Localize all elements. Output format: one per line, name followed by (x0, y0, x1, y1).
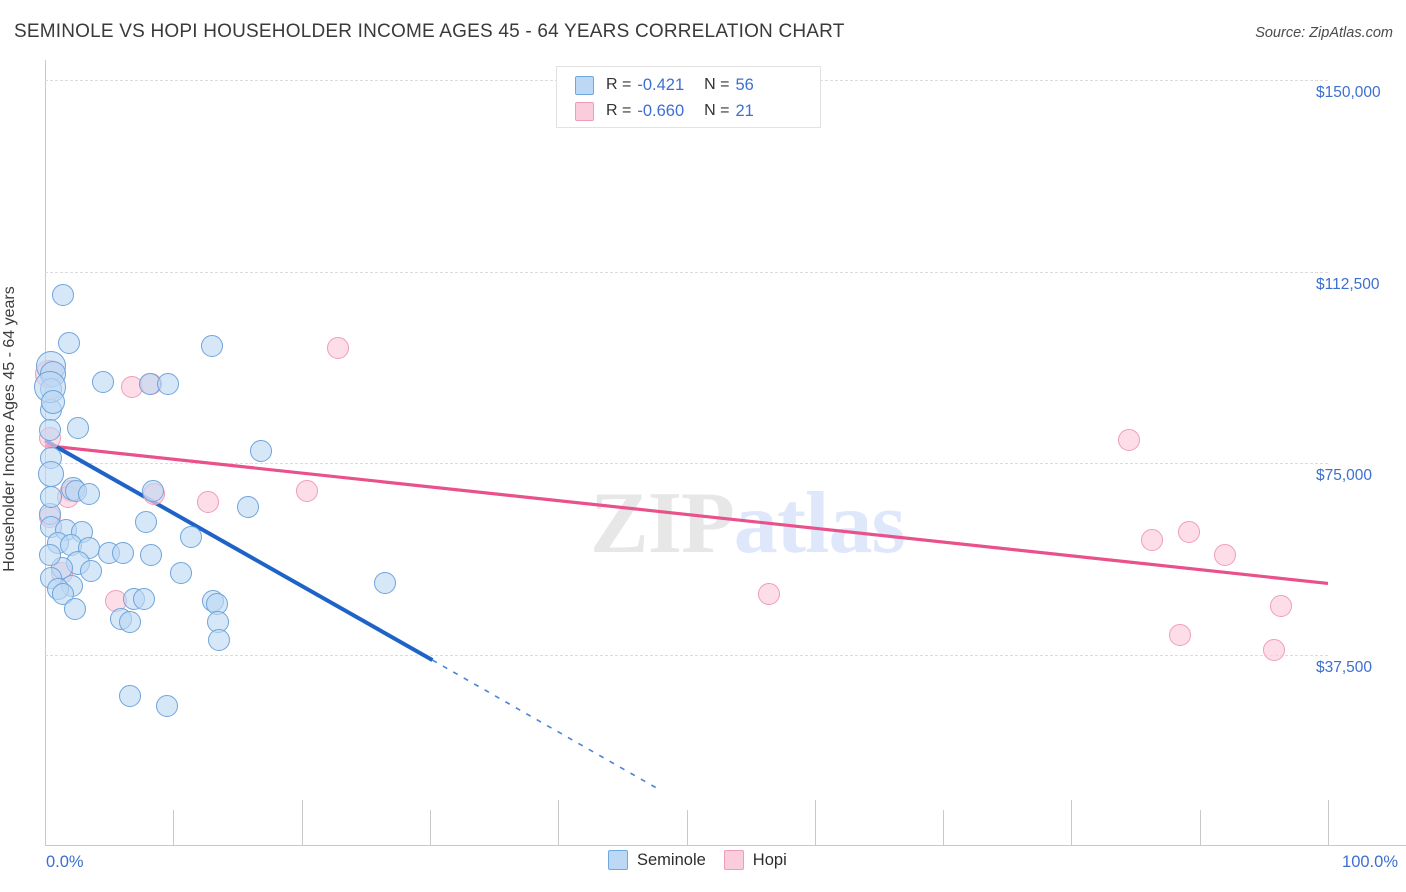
data-point-hopi[interactable] (1178, 521, 1201, 544)
data-point-hopi[interactable] (1118, 429, 1141, 452)
data-point-seminole[interactable] (155, 695, 178, 718)
data-point-hopi[interactable] (1269, 595, 1292, 618)
x-axis-line (45, 845, 1406, 846)
stats-n-label-seminole: N = (704, 76, 730, 93)
x-axis-tick (814, 800, 816, 845)
legend-swatch-hopi-icon (575, 101, 594, 121)
series-legend-item-hopi[interactable]: Hopi (723, 850, 787, 870)
data-point-seminole[interactable] (91, 370, 114, 393)
x-axis-tick (1199, 810, 1201, 845)
data-point-seminole[interactable] (140, 544, 163, 567)
data-point-seminole[interactable] (208, 628, 231, 651)
data-point-hopi[interactable] (1169, 623, 1192, 646)
stats-r-value-seminole: -0.421 (637, 75, 685, 94)
series-legend: Seminole Hopi (608, 850, 787, 870)
series-legend-label-hopi: Hopi (752, 850, 787, 869)
x-axis-tick (45, 800, 46, 845)
series-legend-item-seminole[interactable]: Seminole (608, 850, 706, 870)
data-point-hopi[interactable] (757, 582, 780, 605)
data-point-seminole[interactable] (77, 483, 100, 505)
series-legend-label-seminole: Seminole (637, 850, 706, 869)
data-point-seminole[interactable] (67, 416, 90, 439)
data-point-seminole[interactable] (249, 439, 272, 462)
x-axis-tick (686, 810, 688, 845)
page-title: SEMINOLE VS HOPI HOUSEHOLDER INCOME AGES… (14, 21, 845, 42)
data-point-seminole[interactable] (200, 334, 223, 357)
stats-n-value-seminole: 56 (735, 75, 754, 94)
data-point-hopi[interactable] (196, 490, 219, 513)
watermark: ZIPatlas (590, 473, 906, 574)
trend-line-hopi (44, 443, 1329, 586)
stats-r-label-hopi: R = (606, 102, 632, 119)
gridline (45, 271, 1328, 273)
series-swatch-hopi-icon (723, 850, 744, 870)
x-axis-tick (429, 810, 431, 845)
data-point-seminole[interactable] (63, 598, 86, 620)
y-axis-tick-label: $37,500 (1316, 659, 1373, 676)
data-point-seminole[interactable] (40, 485, 63, 508)
x-axis-min-label: 0.0% (46, 853, 84, 871)
data-point-seminole[interactable] (112, 541, 135, 564)
x-axis-max-label: 100.0% (1342, 853, 1398, 871)
data-point-seminole[interactable] (38, 460, 65, 487)
data-point-seminole[interactable] (132, 587, 155, 610)
x-axis-tick (301, 800, 303, 845)
data-point-seminole[interactable] (39, 544, 62, 567)
trend-lines (44, 438, 1329, 792)
stats-legend-box: R = -0.421 N = 56 R = -0.660 N = 21 (556, 66, 821, 128)
data-point-hopi[interactable] (1141, 529, 1164, 551)
stats-r-value-hopi: -0.660 (637, 101, 685, 120)
data-point-seminole[interactable] (236, 495, 259, 518)
source-label: Source: ZipAtlas.com (1255, 25, 1393, 41)
data-point-seminole[interactable] (118, 684, 141, 707)
stats-row-seminole: R = -0.421 N = 56 (557, 72, 820, 98)
y-axis-tick-label: $150,000 (1316, 84, 1381, 101)
data-point-seminole[interactable] (58, 332, 81, 355)
x-axis-tick (943, 810, 945, 845)
data-point-seminole[interactable] (51, 283, 74, 306)
stats-row-hopi: R = -0.660 N = 21 (557, 98, 820, 124)
data-point-hopi[interactable] (295, 480, 318, 503)
data-point-seminole[interactable] (135, 511, 158, 534)
legend-swatch-seminole-icon (575, 75, 594, 95)
plot-area: ZIPatlas (34, 60, 1329, 845)
stats-r-label-seminole: R = (606, 76, 632, 93)
data-point-hopi[interactable] (1214, 544, 1237, 567)
trend-line-seminole-extension (432, 659, 662, 792)
watermark-zip: ZIP (590, 475, 735, 572)
data-point-hopi[interactable] (326, 337, 349, 360)
x-axis-tick (1328, 800, 1329, 845)
data-point-hopi[interactable] (1263, 638, 1286, 661)
y-axis-tick-label: $112,500 (1316, 275, 1380, 293)
gridline (45, 655, 1328, 656)
data-point-seminole[interactable] (141, 480, 164, 503)
data-point-seminole[interactable] (157, 373, 180, 396)
series-swatch-seminole-icon (608, 850, 628, 870)
data-point-seminole[interactable] (80, 559, 103, 582)
data-point-seminole[interactable] (40, 390, 65, 414)
watermark-atlas: atlas (733, 475, 906, 572)
stats-n-value-hopi: 21 (735, 101, 754, 120)
data-point-seminole[interactable] (118, 610, 141, 633)
x-axis-tick (173, 810, 175, 845)
gridline (45, 463, 1328, 465)
data-point-seminole[interactable] (180, 526, 203, 549)
data-point-seminole[interactable] (169, 562, 192, 585)
data-point-seminole[interactable] (373, 572, 396, 595)
y-axis-title: Householder Income Ages 45 - 64 years (1, 286, 18, 572)
y-axis-tick-label: $75,000 (1316, 467, 1373, 485)
stats-n-label-hopi: N = (704, 102, 730, 119)
x-axis-tick (558, 800, 560, 845)
x-axis-tick (1071, 800, 1073, 845)
data-point-seminole[interactable] (39, 419, 62, 442)
